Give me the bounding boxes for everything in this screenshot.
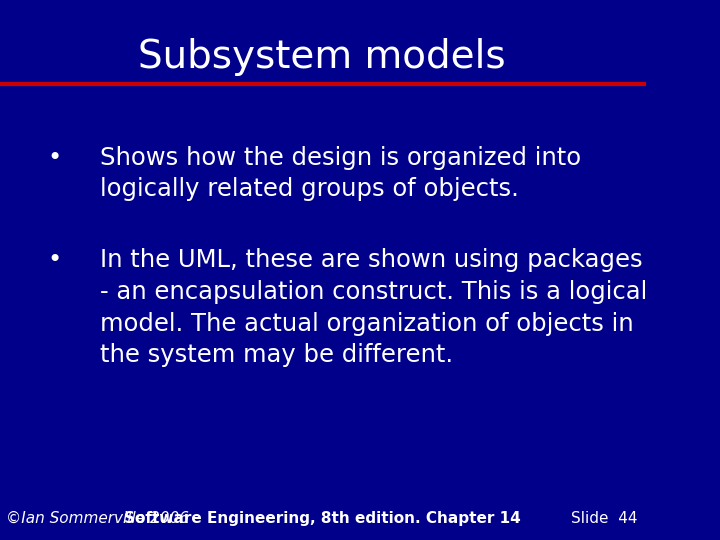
- Text: •: •: [48, 248, 62, 272]
- Text: Subsystem models: Subsystem models: [138, 38, 506, 76]
- Text: In the UML, these are shown using packages
- an encapsulation construct. This is: In the UML, these are shown using packag…: [100, 248, 647, 367]
- Text: Slide  44: Slide 44: [571, 511, 638, 526]
- Text: Shows how the design is organized into
logically related groups of objects.: Shows how the design is organized into l…: [100, 146, 581, 201]
- Text: ©Ian Sommerville 2006: ©Ian Sommerville 2006: [6, 511, 189, 526]
- Text: •: •: [48, 146, 62, 170]
- Text: Software Engineering, 8th edition. Chapter 14: Software Engineering, 8th edition. Chapt…: [124, 511, 521, 526]
